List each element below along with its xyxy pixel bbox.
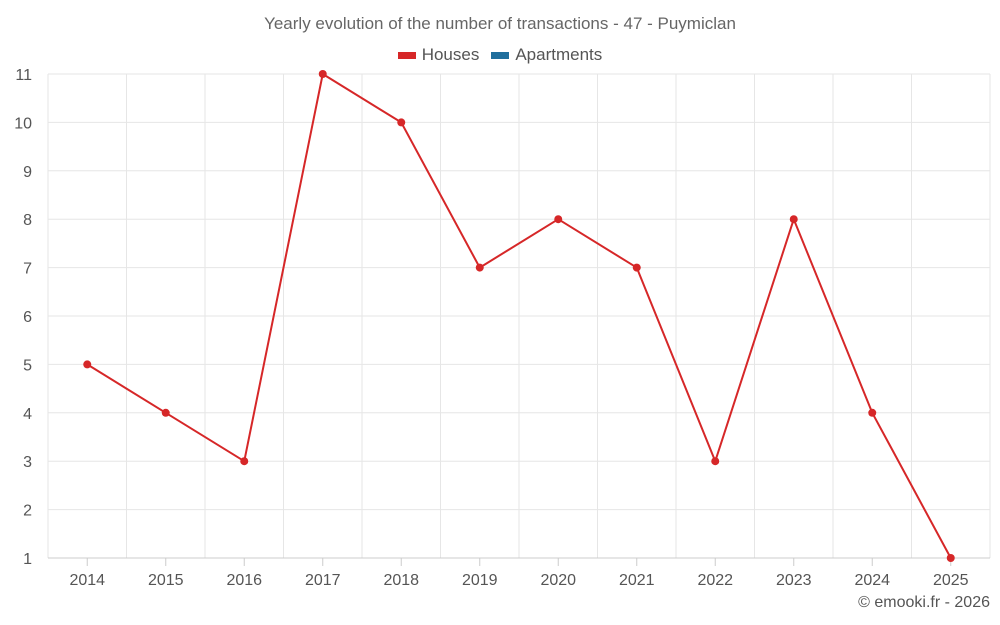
x-tick-label: 2021 [619,572,655,589]
data-point [554,215,563,224]
y-tick-label: 10 [14,115,32,132]
x-tick-label: 2020 [540,572,576,589]
data-point [83,360,92,369]
data-point [161,408,170,417]
credit-text: © emooki.fr - 2026 [858,594,990,611]
x-tick-label: 2019 [462,572,498,589]
legend-item-houses[interactable]: Houses [397,45,480,65]
y-tick-label: 11 [15,67,32,84]
legend: Houses Apartments [0,45,1000,65]
x-tick-label: 2015 [148,572,184,589]
x-tick-label: 2017 [305,572,341,589]
x-tick-label: 2014 [69,572,105,589]
x-tick-label: 2024 [854,572,890,589]
y-tick-label: 2 [23,503,32,520]
legend-label-houses: Houses [421,45,480,64]
data-point [318,70,327,78]
y-tick-label: 9 [23,164,32,181]
y-tick-label: 1 [23,551,32,568]
data-point [475,263,484,272]
x-tick-label: 2025 [933,572,969,589]
y-tick-label: 7 [23,261,32,278]
chart-title: Yearly evolution of the number of transa… [264,14,736,33]
data-point [397,118,406,127]
y-tick-label: 3 [23,454,32,471]
y-tick-label: 6 [23,309,32,326]
x-tick-label: 2023 [776,572,812,589]
data-point [711,457,720,466]
data-point [946,554,955,562]
legend-item-apartments[interactable]: Apartments [491,45,602,65]
data-point [868,408,877,417]
series-line-houses [86,73,952,559]
legend-swatch-apartments [491,51,510,59]
y-tick-label: 5 [23,357,32,374]
y-tick-label: 4 [23,406,32,423]
data-point [632,263,641,272]
legend-label-apartments: Apartments [515,45,603,64]
data-point [789,215,798,224]
legend-swatch-houses [397,51,416,59]
x-tick-label: 2018 [383,572,419,589]
y-tick-label: 8 [23,212,32,229]
data-point [240,457,249,466]
x-tick-label: 2022 [697,572,733,589]
x-tick-label: 2016 [226,572,262,589]
